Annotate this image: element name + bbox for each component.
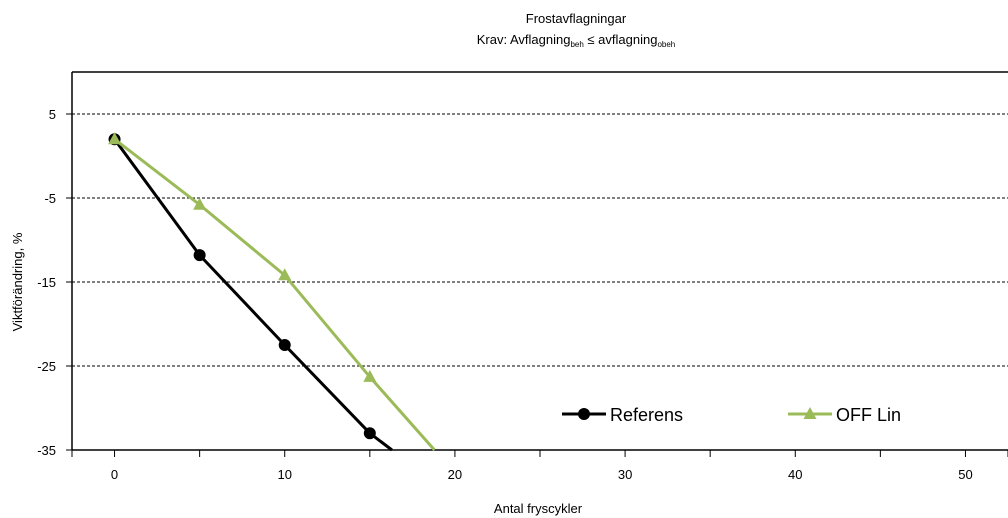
legend: Referens OFF Lin xyxy=(562,405,901,425)
x-tick-label: 20 xyxy=(448,467,462,482)
x-tick-label: 0 xyxy=(111,467,118,482)
data-point-triangle xyxy=(108,132,122,145)
series-layer xyxy=(108,132,436,452)
y-tick-label: 5 xyxy=(49,107,56,122)
y-tick-label: -5 xyxy=(44,191,56,206)
x-tick-label: 30 xyxy=(618,467,632,482)
series-line-off-lin xyxy=(113,138,436,451)
y-tick-label: -15 xyxy=(37,275,56,290)
chart-subtitle: Krav: Avflagningbeh ≤ avflagningobeh xyxy=(477,32,676,49)
y-axis-title: Viktförändring, % xyxy=(10,232,25,331)
data-point-circle xyxy=(193,249,206,262)
subtitle-prefix: Krav: Avflagning xyxy=(477,32,571,47)
y-tick-label: -35 xyxy=(37,443,56,458)
series-line-referens xyxy=(113,138,393,452)
grid-layer xyxy=(72,113,1008,367)
chart-title: Frostavflagningar xyxy=(526,11,627,26)
ticks-layer: 5 -5 -15 -25 -35 0 10 20 30 40 50 xyxy=(37,107,1008,482)
data-point-triangle xyxy=(363,369,377,382)
legend-label: OFF Lin xyxy=(836,405,901,425)
x-axis-title: Antal fryscykler xyxy=(494,501,583,516)
subtitle-middle: ≤ avflagning xyxy=(584,32,658,47)
x-tick-label: 40 xyxy=(788,467,802,482)
plot-area xyxy=(71,71,1008,451)
legend-label: Referens xyxy=(610,405,683,425)
subtitle-sub1: beh xyxy=(570,40,583,49)
x-tick-label: 50 xyxy=(958,467,972,482)
data-point-triangle xyxy=(193,197,207,210)
legend-marker-circle xyxy=(578,408,590,420)
x-tick-label: 10 xyxy=(277,467,291,482)
subtitle-sub2: obeh xyxy=(657,40,675,49)
data-point-circle xyxy=(278,339,291,351)
y-tick-label: -25 xyxy=(37,359,56,374)
data-point-circle xyxy=(363,427,376,440)
data-point-triangle xyxy=(278,268,292,281)
legend-marker-triangle xyxy=(803,407,817,419)
